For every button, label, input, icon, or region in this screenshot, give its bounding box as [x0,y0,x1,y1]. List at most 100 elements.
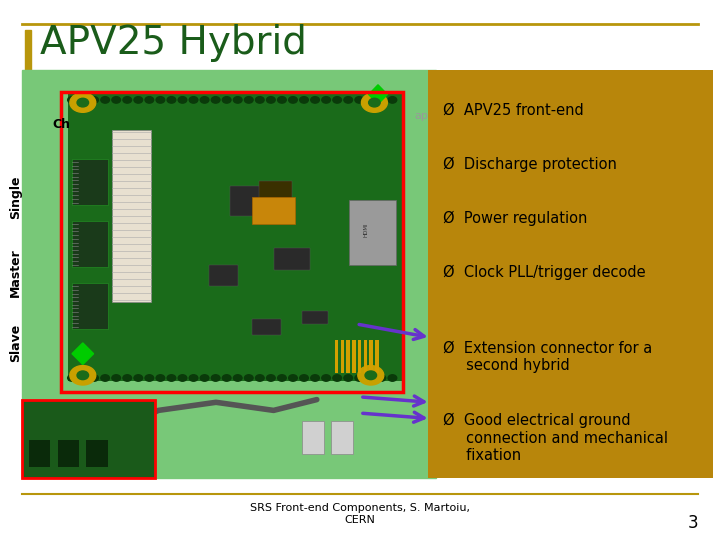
Circle shape [311,97,320,103]
Circle shape [333,97,341,103]
Bar [72,284,108,329]
Circle shape [388,375,397,381]
Circle shape [300,97,308,103]
Text: Ø  APV25 front-end: Ø APV25 front-end [443,103,583,118]
Circle shape [233,375,242,381]
Bar [302,310,328,324]
Circle shape [366,375,374,381]
Bar [274,248,310,270]
Circle shape [322,97,330,103]
Text: Slave: Slave [9,324,22,362]
Circle shape [233,97,242,103]
Circle shape [189,375,198,381]
Circle shape [78,375,87,381]
Polygon shape [369,85,387,104]
Bar [216,392,407,478]
Bar [428,70,713,478]
Circle shape [344,97,353,103]
Circle shape [101,97,109,103]
Bar [252,197,295,224]
Text: Master: Master [9,248,22,297]
Text: SRS Front-end Components, S. Martoiu,
CERN: SRS Front-end Components, S. Martoiu, CE… [250,503,470,525]
Circle shape [112,375,120,381]
Bar [346,340,350,373]
Circle shape [178,375,186,381]
Bar [230,186,270,216]
Circle shape [123,97,132,103]
Bar [352,340,356,373]
Text: Single: Single [9,176,22,219]
Circle shape [355,375,364,381]
Circle shape [289,375,297,381]
Bar [61,92,403,392]
Bar [58,440,79,467]
Text: Ch: Ch [53,118,71,131]
Circle shape [145,97,153,103]
Circle shape [355,97,364,103]
Bar [22,400,155,478]
Circle shape [90,375,99,381]
Circle shape [278,97,287,103]
Circle shape [77,98,89,107]
Bar [25,30,31,70]
Circle shape [70,93,96,112]
Text: Ø  Power regulation: Ø Power regulation [443,211,588,226]
Bar [252,319,281,335]
Circle shape [333,375,341,381]
Circle shape [344,375,353,381]
Circle shape [256,375,264,381]
Circle shape [377,375,386,381]
Circle shape [266,97,275,103]
Text: HDMI: HDMI [364,222,369,237]
Bar [349,200,396,265]
Circle shape [388,97,397,103]
Text: Ø  Extension connector for a
     second hybrid: Ø Extension connector for a second hybri… [443,340,652,373]
Bar [358,340,361,373]
Circle shape [266,375,275,381]
Bar [331,421,353,454]
Circle shape [211,375,220,381]
Bar [335,340,338,373]
Circle shape [311,375,320,381]
Circle shape [300,375,308,381]
Bar [209,265,238,286]
Circle shape [358,366,384,385]
Circle shape [145,375,153,381]
Bar [86,440,108,467]
Circle shape [365,371,377,380]
Circle shape [361,93,387,112]
Text: apt: apt [414,111,432,121]
Bar [302,421,324,454]
Bar [375,340,379,373]
Circle shape [222,375,231,381]
Circle shape [70,366,96,385]
Text: APV25 Hybrid: APV25 Hybrid [40,24,307,62]
Circle shape [123,375,132,381]
Circle shape [112,97,120,103]
Circle shape [90,97,99,103]
Circle shape [200,97,209,103]
Circle shape [134,97,143,103]
Circle shape [256,97,264,103]
Text: Ø  Clock PLL/trigger decode: Ø Clock PLL/trigger decode [443,265,645,280]
Circle shape [167,97,176,103]
Circle shape [78,97,87,103]
Bar [72,221,108,267]
Circle shape [366,97,374,103]
Circle shape [222,97,231,103]
Circle shape [101,375,109,381]
Circle shape [156,97,165,103]
Bar [341,340,344,373]
Circle shape [369,98,380,107]
Text: Ø  Good electrical ground
     connection and mechanical
     fixation: Ø Good electrical ground connection and … [443,413,668,463]
Circle shape [200,375,209,381]
Circle shape [68,97,76,103]
Circle shape [77,371,89,380]
Circle shape [156,375,165,381]
Bar [364,340,367,373]
Bar [29,440,50,467]
Bar [22,70,436,478]
Text: 3: 3 [688,514,698,532]
Circle shape [178,97,186,103]
Bar [68,92,403,381]
